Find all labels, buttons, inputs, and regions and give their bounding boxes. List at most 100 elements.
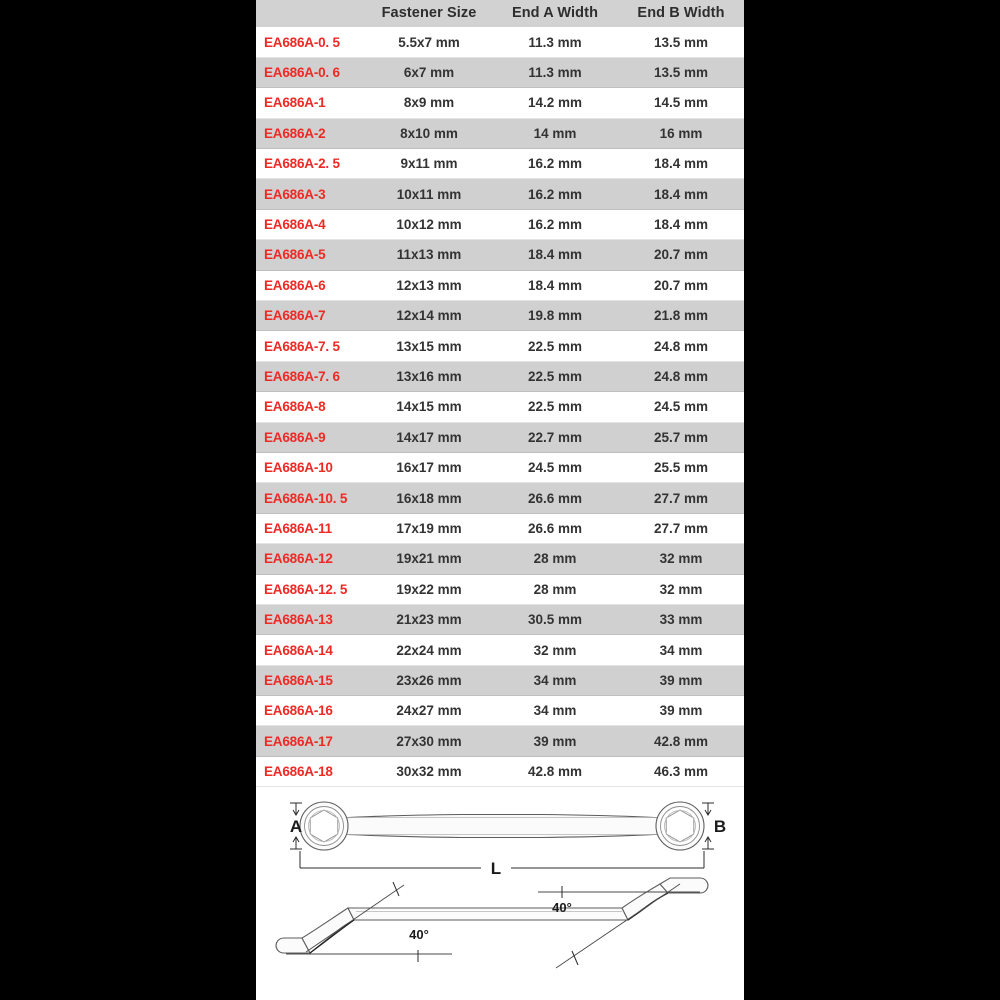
table-row[interactable]: EA686A-8 14x15 mm 22.5 mm 24.5 mm <box>256 391 744 423</box>
profile-left-bend-edge <box>309 919 355 954</box>
cell-end_a: 11.3 mm <box>492 57 618 89</box>
cell-end_b: 16 mm <box>618 118 744 150</box>
dim-b-arrow-bottom <box>704 836 712 843</box>
cell-fastener: 8x9 mm <box>366 87 492 119</box>
table-row[interactable]: EA686A-11 17x19 mm 26.6 mm 27.7 mm <box>256 513 744 545</box>
table-row[interactable]: EA686A-2. 5 9x11 mm 16.2 mm 18.4 mm <box>256 148 744 180</box>
cell-end_a: 16.2 mm <box>492 209 618 241</box>
cell-end_b: 24.8 mm <box>618 361 744 393</box>
table-row[interactable]: EA686A-7 12x14 mm 19.8 mm 21.8 mm <box>256 300 744 332</box>
column-header-model <box>256 0 366 28</box>
letterbox-bar-left <box>0 0 256 1000</box>
cell-end_b: 32 mm <box>618 574 744 605</box>
cell-model: EA686A-10 <box>256 452 366 484</box>
cell-end_b: 18.4 mm <box>618 148 744 180</box>
cell-fastener: 14x15 mm <box>366 391 492 423</box>
cell-fastener: 19x21 mm <box>366 543 492 575</box>
cell-fastener: 14x17 mm <box>366 422 492 453</box>
table-row[interactable]: EA686A-12 19x21 mm 28 mm 32 mm <box>256 543 744 575</box>
profile-right-neck <box>621 883 669 921</box>
cell-model: EA686A-14 <box>256 634 366 666</box>
cell-model: EA686A-17 <box>256 725 366 757</box>
cell-model: EA686A-6 <box>256 270 366 302</box>
dimension-l-label: L <box>491 859 501 878</box>
cell-fastener: 12x14 mm <box>366 300 492 332</box>
cell-end_b: 25.7 mm <box>618 422 744 453</box>
cell-model: EA686A-7. 6 <box>256 361 366 393</box>
cell-model: EA686A-0. 6 <box>256 57 366 89</box>
cell-end_b: 25.5 mm <box>618 452 744 484</box>
table-row[interactable]: EA686A-6 12x13 mm 18.4 mm 20.7 mm <box>256 270 744 302</box>
dimension-l: L <box>299 851 705 878</box>
dimension-a: A <box>290 802 302 850</box>
cell-model: EA686A-7 <box>256 300 366 332</box>
table-row[interactable]: EA686A-3 10x11 mm 16.2 mm 18.4 mm <box>256 178 744 210</box>
table-row[interactable]: EA686A-1 8x9 mm 14.2 mm 14.5 mm <box>256 87 744 119</box>
profile-shaft <box>347 907 629 921</box>
dimension-b: B <box>702 802 726 850</box>
table-row[interactable]: EA686A-10. 5 16x18 mm 26.6 mm 27.7 mm <box>256 482 744 514</box>
cell-model: EA686A-2 <box>256 118 366 150</box>
cell-model: EA686A-7. 5 <box>256 330 366 362</box>
column-header-end-a-width: End A Width <box>492 0 618 28</box>
table-row[interactable]: EA686A-13 21x23 mm 30.5 mm 33 mm <box>256 604 744 636</box>
table-row[interactable]: EA686A-0. 6 6x7 mm 11.3 mm 13.5 mm <box>256 57 744 89</box>
table-row[interactable]: EA686A-5 11x13 mm 18.4 mm 20.7 mm <box>256 239 744 271</box>
cell-model: EA686A-13 <box>256 604 366 636</box>
cell-fastener: 11x13 mm <box>366 239 492 271</box>
profile-right-head <box>659 877 709 894</box>
angle-callout-left: 40° <box>286 881 452 962</box>
cell-end_b: 13.5 mm <box>618 57 744 89</box>
wrench-shaft <box>323 813 681 839</box>
ring-b-inner-guide <box>664 810 696 842</box>
table-row[interactable]: EA686A-10 16x17 mm 24.5 mm 25.5 mm <box>256 452 744 484</box>
table-row[interactable]: EA686A-15 23x26 mm 34 mm 39 mm <box>256 665 744 697</box>
cell-fastener: 5.5x7 mm <box>366 27 492 58</box>
table-row[interactable]: EA686A-0. 5 5.5x7 mm 11.3 mm 13.5 mm <box>256 27 744 58</box>
cell-end_a: 26.6 mm <box>492 482 618 514</box>
cell-end_a: 30.5 mm <box>492 604 618 636</box>
cell-end_a: 18.4 mm <box>492 239 618 271</box>
cell-end_a: 14.2 mm <box>492 87 618 119</box>
dim-a-arrow-top <box>292 809 300 816</box>
cell-end_a: 11.3 mm <box>492 27 618 58</box>
angle-callout-right: 40° <box>538 883 700 969</box>
cell-fastener: 13x15 mm <box>366 330 492 362</box>
cell-end_a: 28 mm <box>492 543 618 575</box>
cell-fastener: 17x19 mm <box>366 513 492 545</box>
cell-fastener: 24x27 mm <box>366 695 492 727</box>
table-row[interactable]: EA686A-4 10x12 mm 16.2 mm 18.4 mm <box>256 209 744 241</box>
ring-end-a <box>299 801 349 851</box>
cell-end_b: 20.7 mm <box>618 270 744 302</box>
cell-end_a: 34 mm <box>492 695 618 727</box>
cell-end_a: 28 mm <box>492 574 618 605</box>
ring-end-b <box>655 801 705 851</box>
cell-fastener: 19x22 mm <box>366 574 492 605</box>
cell-fastener: 23x26 mm <box>366 665 492 697</box>
angle-right-tick <box>571 950 579 966</box>
cell-end_a: 26.6 mm <box>492 513 618 545</box>
table-row[interactable]: EA686A-7. 5 13x15 mm 22.5 mm 24.8 mm <box>256 330 744 362</box>
table-row[interactable]: EA686A-12. 5 19x22 mm 28 mm 32 mm <box>256 574 744 605</box>
table-row[interactable]: EA686A-9 14x17 mm 22.7 mm 25.7 mm <box>256 422 744 453</box>
cell-end_a: 18.4 mm <box>492 270 618 302</box>
cell-model: EA686A-1 <box>256 87 366 119</box>
cell-model: EA686A-12 <box>256 543 366 575</box>
ring-a-inner-guide <box>308 810 340 842</box>
table-row[interactable]: EA686A-7. 6 13x16 mm 22.5 mm 24.8 mm <box>256 361 744 393</box>
cell-model: EA686A-2. 5 <box>256 148 366 180</box>
table-row[interactable]: EA686A-18 30x32 mm 42.8 mm 46.3 mm <box>256 756 744 788</box>
cell-end_a: 19.8 mm <box>492 300 618 332</box>
table-row[interactable]: EA686A-14 22x24 mm 32 mm 34 mm <box>256 634 744 666</box>
table-row[interactable]: EA686A-16 24x27 mm 34 mm 39 mm <box>256 695 744 727</box>
cell-end_b: 27.7 mm <box>618 513 744 545</box>
table-row[interactable]: EA686A-17 27x30 mm 39 mm 42.8 mm <box>256 725 744 757</box>
cell-model: EA686A-8 <box>256 391 366 423</box>
cell-end_b: 46.3 mm <box>618 756 744 788</box>
cell-end_a: 22.7 mm <box>492 422 618 453</box>
table-row[interactable]: EA686A-2 8x10 mm 14 mm 16 mm <box>256 118 744 150</box>
angle-left-label: 40° <box>409 927 429 942</box>
column-header-fastener-size: Fastener Size <box>366 0 492 28</box>
ring-b-hex-bore <box>665 809 695 843</box>
